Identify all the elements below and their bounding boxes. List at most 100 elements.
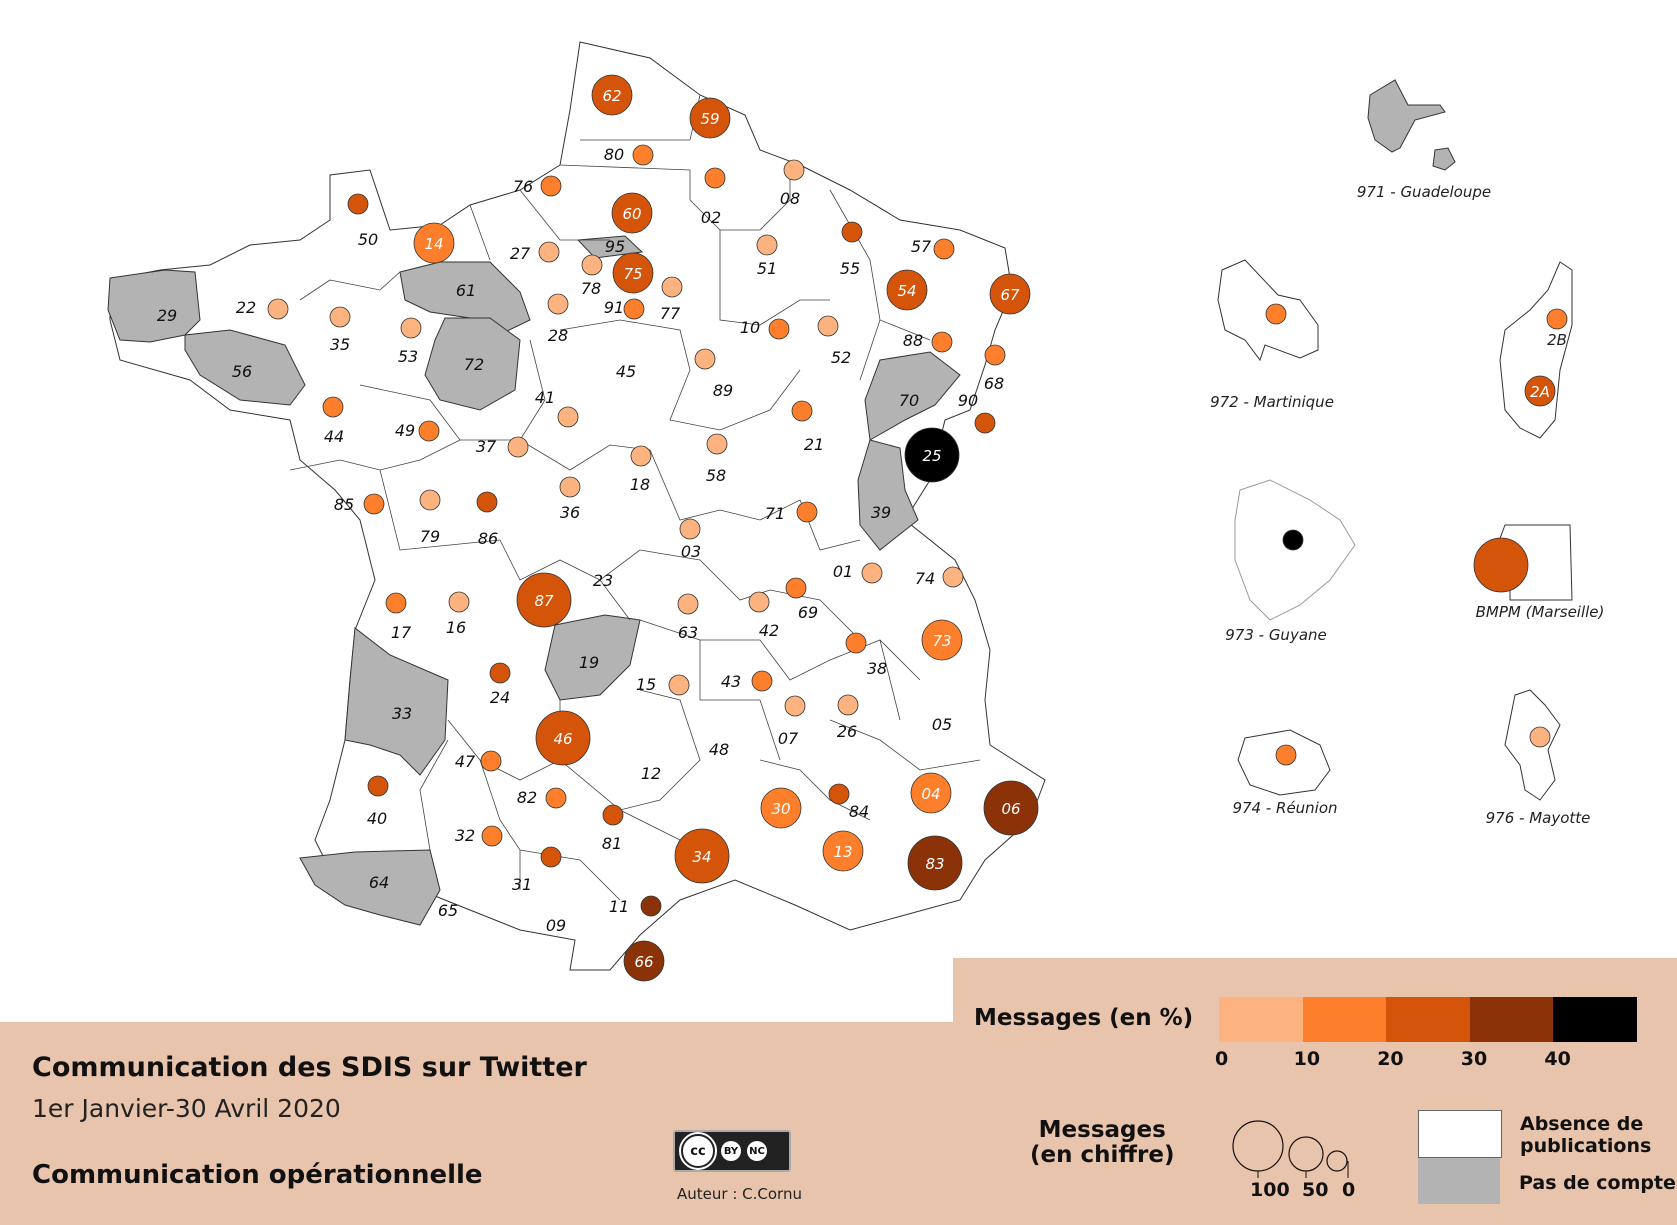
dept-area-72 bbox=[424, 317, 521, 411]
dept-label-42: 42 bbox=[759, 621, 779, 640]
dept-label-74: 74 bbox=[915, 569, 935, 588]
dept-label-80: 80 bbox=[604, 145, 624, 164]
size-circle-100 bbox=[1232, 1120, 1284, 1172]
dept-label-51: 51 bbox=[757, 259, 777, 278]
bubble-34 bbox=[674, 828, 730, 884]
bubble-38 bbox=[845, 632, 867, 654]
territory-label-6: 974 - Réunion bbox=[1232, 799, 1337, 817]
dept-label-68: 68 bbox=[984, 374, 1004, 393]
bubble-75 bbox=[612, 252, 654, 294]
dept-label-64: 64 bbox=[369, 873, 389, 892]
territory-label-1: 972 - Martinique bbox=[1210, 393, 1334, 411]
bubble-35 bbox=[329, 306, 351, 328]
bubble-60 bbox=[611, 192, 653, 234]
territory-shape-corsica bbox=[1499, 261, 1573, 439]
territory-bubble-2 bbox=[1546, 308, 1568, 330]
dept-label-36: 36 bbox=[560, 503, 580, 522]
cc-icon: cc bbox=[679, 1132, 717, 1170]
dept-label-02: 02 bbox=[701, 208, 721, 227]
dept-label-69: 69 bbox=[798, 603, 818, 622]
bubble-77 bbox=[661, 276, 683, 298]
bubble-67 bbox=[989, 273, 1031, 315]
bubble-82 bbox=[545, 787, 567, 809]
dept-label-44: 44 bbox=[324, 427, 344, 446]
territory-shape-guadeloupe bbox=[1367, 79, 1456, 171]
dept-label-87: 87 bbox=[534, 592, 554, 610]
dept-label-76: 76 bbox=[513, 177, 533, 196]
bubble-01 bbox=[861, 562, 883, 584]
bubble-06 bbox=[983, 780, 1039, 836]
bubble-80 bbox=[632, 144, 654, 166]
dept-label-46: 46 bbox=[553, 730, 572, 748]
map-title: Communication des SDIS sur Twitter bbox=[32, 1052, 587, 1083]
dept-area-61 bbox=[399, 261, 531, 333]
bubble-26 bbox=[837, 694, 859, 716]
bubble-66 bbox=[623, 940, 665, 982]
bubble-76 bbox=[540, 175, 562, 197]
bubble-47 bbox=[480, 750, 502, 772]
bubble-31 bbox=[540, 846, 562, 868]
dept-label-31: 31 bbox=[512, 875, 532, 894]
bubble-17 bbox=[385, 592, 407, 614]
dept-label-27: 27 bbox=[510, 244, 531, 263]
bubble-27 bbox=[538, 241, 560, 263]
dept-label-26: 26 bbox=[837, 722, 857, 741]
dept-area-29 bbox=[107, 269, 201, 343]
dept-label-09: 09 bbox=[546, 916, 566, 935]
bubble-50 bbox=[347, 193, 369, 215]
dept-label-10: 10 bbox=[740, 318, 760, 337]
bubble-02 bbox=[704, 167, 726, 189]
no-account-areas bbox=[107, 235, 961, 926]
dept-label-73: 73 bbox=[932, 632, 951, 650]
dept-label-67: 67 bbox=[1000, 286, 1020, 304]
dept-label-78: 78 bbox=[581, 279, 601, 298]
dept-label-05: 05 bbox=[932, 715, 952, 734]
territory-bubble-7 bbox=[1529, 726, 1551, 748]
dept-label-91: 91 bbox=[604, 298, 624, 317]
bubble-53 bbox=[400, 317, 422, 339]
bubble-89 bbox=[694, 348, 716, 370]
dept-label-75: 75 bbox=[623, 265, 642, 283]
bubble-68 bbox=[984, 344, 1006, 366]
dept-label-81: 81 bbox=[602, 834, 622, 853]
bubble-69 bbox=[785, 577, 807, 599]
dept-label-33: 33 bbox=[392, 704, 412, 723]
legend-tick-30: 30 bbox=[1460, 1048, 1488, 1070]
legend-swatch-2 bbox=[1386, 997, 1471, 1042]
dept-label-89: 89 bbox=[713, 381, 733, 400]
dept-label-35: 35 bbox=[330, 335, 350, 354]
bubble-91 bbox=[623, 298, 645, 320]
dept-label-84: 84 bbox=[849, 802, 869, 821]
bubble-87 bbox=[516, 572, 572, 628]
dept-label-50: 50 bbox=[358, 230, 378, 249]
bubble-36 bbox=[559, 476, 581, 498]
legend-tick-20: 20 bbox=[1377, 1048, 1404, 1070]
bubble-90 bbox=[974, 412, 996, 434]
dept-label-45: 45 bbox=[616, 362, 636, 381]
bubble-46 bbox=[535, 710, 591, 766]
bubble-43 bbox=[751, 670, 773, 692]
legend-no-account-swatch bbox=[1418, 1158, 1500, 1204]
legend-absence-label: Absence de publications bbox=[1520, 1113, 1651, 1157]
dept-label-01: 01 bbox=[833, 562, 853, 581]
legend-tick-0: 0 bbox=[1215, 1048, 1229, 1070]
dept-label-30: 30 bbox=[771, 800, 790, 818]
dept-label-65: 65 bbox=[438, 901, 458, 920]
bubble-28 bbox=[547, 293, 569, 315]
bubble-22 bbox=[267, 298, 289, 320]
legend-band-bottom bbox=[0, 1022, 1677, 1225]
dept-label-11: 11 bbox=[609, 897, 629, 916]
bubble-25 bbox=[904, 427, 960, 483]
dept-label-16: 16 bbox=[446, 618, 466, 637]
territory-label-4: 973 - Guyane bbox=[1225, 626, 1327, 644]
dept-label-34: 34 bbox=[692, 848, 711, 866]
dept-area-70 bbox=[864, 351, 961, 441]
bubble-63 bbox=[677, 593, 699, 615]
dept-label-32: 32 bbox=[455, 826, 475, 845]
legend-absence-swatch bbox=[1418, 1110, 1502, 1158]
territory-label-2: 2B bbox=[1547, 331, 1567, 349]
bubble-49 bbox=[418, 420, 440, 442]
dept-label-62: 62 bbox=[602, 87, 621, 105]
legend-absence-line1: Absence de bbox=[1520, 1113, 1644, 1135]
dept-area-33 bbox=[344, 627, 449, 776]
